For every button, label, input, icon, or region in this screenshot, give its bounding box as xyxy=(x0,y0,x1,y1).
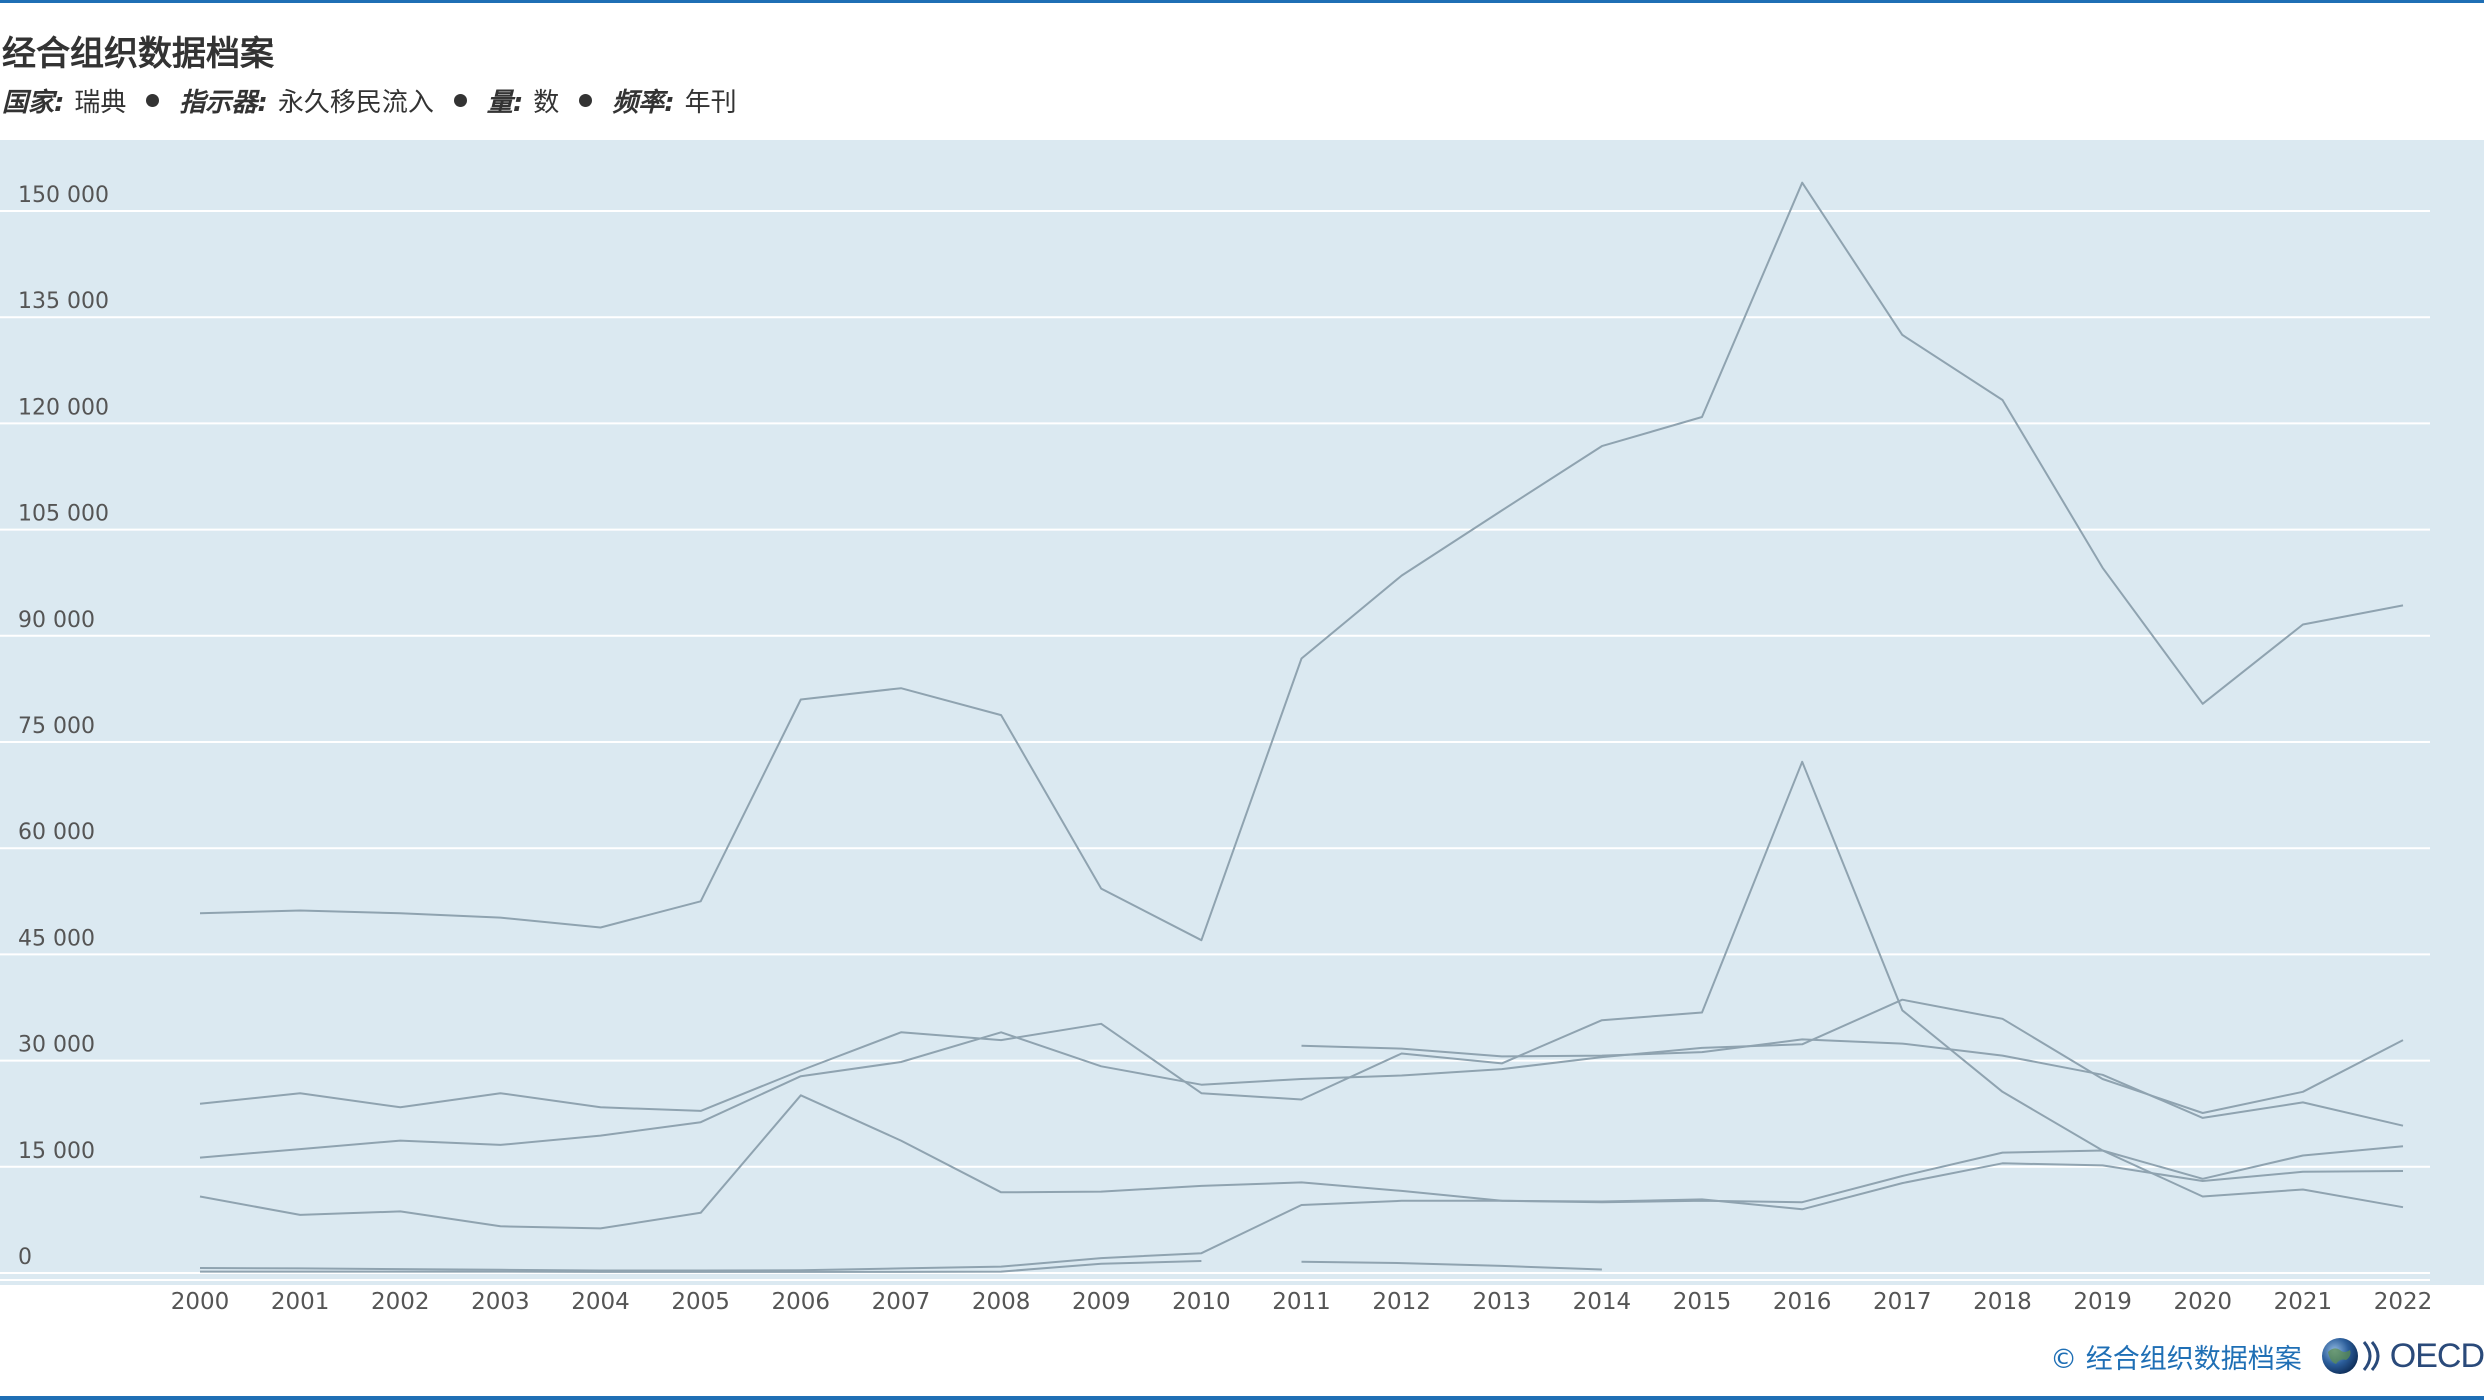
x-tick-label: 2007 xyxy=(872,1289,931,1315)
filter-value-indicator[interactable]: 永久移民流入 xyxy=(277,87,434,118)
separator-dot xyxy=(453,93,467,107)
y-tick-label: 135 000 xyxy=(18,289,109,314)
copyright-link[interactable]: © 经合组织数据档案 xyxy=(2050,1343,2302,1375)
y-tick-label: 105 000 xyxy=(18,502,109,527)
x-tick-label: 2003 xyxy=(471,1289,530,1315)
x-tick-label: 2000 xyxy=(171,1289,230,1315)
x-tick-label: 2016 xyxy=(1773,1289,1832,1315)
y-tick-label: 150 000 xyxy=(18,183,109,208)
x-tick-label: 2017 xyxy=(1873,1289,1932,1315)
bottom-border xyxy=(0,1396,2484,1400)
y-tick-label: 0 xyxy=(18,1245,32,1270)
y-tick-label: 120 000 xyxy=(18,395,109,420)
x-tick-label: 2010 xyxy=(1172,1289,1231,1315)
x-tick-label: 2013 xyxy=(1472,1289,1531,1315)
globe-icon xyxy=(2321,1338,2358,1374)
y-tick-label: 15 000 xyxy=(18,1139,95,1164)
separator-dot xyxy=(579,93,593,107)
line-chart: 0 15 000 30 000 45 000 60 000 75 000 90 000 105… xyxy=(0,181,2433,1315)
x-tick-label: 2021 xyxy=(2274,1289,2333,1315)
filter-value-country[interactable]: 瑞典 xyxy=(74,87,127,118)
x-tick-label: 2020 xyxy=(2173,1289,2232,1315)
series-line-7[interactable] xyxy=(200,1260,1202,1273)
x-tick-label: 2004 xyxy=(571,1289,630,1315)
y-tick-label: 30 000 xyxy=(18,1033,95,1058)
x-tick-label: 2015 xyxy=(1673,1289,1732,1315)
x-tick-label: 2014 xyxy=(1573,1289,1632,1315)
y-tick-label: 45 000 xyxy=(18,926,95,951)
logo-text: OECD xyxy=(2389,1336,2484,1375)
series-line-1[interactable] xyxy=(199,181,2404,942)
page-title: 经合组织数据档案 xyxy=(2,34,274,74)
oecd-logo[interactable]: OECD xyxy=(2320,1336,2484,1376)
series-line-5[interactable] xyxy=(199,1162,2404,1272)
filter-label-country: 国家: xyxy=(2,87,65,118)
x-tick-label: 2009 xyxy=(1072,1289,1131,1315)
x-tick-label: 2002 xyxy=(371,1289,430,1315)
filter-bar: 国家: 瑞典 指示器: 永久移民流入 量: 数 频率: 年刊 xyxy=(2,80,757,120)
x-tick-label: 2008 xyxy=(972,1289,1031,1315)
arc-mark-icon xyxy=(2362,1341,2380,1371)
y-tick-label: 75 000 xyxy=(18,714,95,739)
filter-label-measure: 量: xyxy=(486,87,524,118)
series-line-3[interactable] xyxy=(199,998,2404,1159)
x-tick-label: 2006 xyxy=(772,1289,831,1315)
plot-area xyxy=(0,140,2484,1285)
series-line-6[interactable] xyxy=(1301,1038,2404,1127)
filter-value-measure[interactable]: 数 xyxy=(533,87,560,118)
x-tick-label: 2001 xyxy=(271,1289,330,1315)
filter-label-indicator: 指示器: xyxy=(179,87,268,118)
series-line-4[interactable] xyxy=(199,1094,2404,1230)
x-tick-label: 2005 xyxy=(671,1289,730,1315)
x-tick-label: 2011 xyxy=(1272,1289,1331,1315)
footer: © 经合组织数据档案 OECD xyxy=(2050,1334,2484,1378)
x-tick-label: 2022 xyxy=(2374,1289,2433,1315)
x-tick-label: 2018 xyxy=(1973,1289,2032,1315)
y-tick-label: 60 000 xyxy=(18,820,95,845)
x-tick-label: 2019 xyxy=(2073,1289,2132,1315)
filter-label-frequency: 频率: xyxy=(612,87,675,118)
x-tick-label: 2012 xyxy=(1372,1289,1431,1315)
y-tick-label: 90 000 xyxy=(18,608,95,633)
separator-dot xyxy=(146,93,160,107)
filter-value-frequency[interactable]: 年刊 xyxy=(684,87,737,118)
series-line-8[interactable] xyxy=(1301,1260,1602,1271)
top-border xyxy=(0,0,2484,3)
series-line-2[interactable] xyxy=(199,760,2404,1209)
